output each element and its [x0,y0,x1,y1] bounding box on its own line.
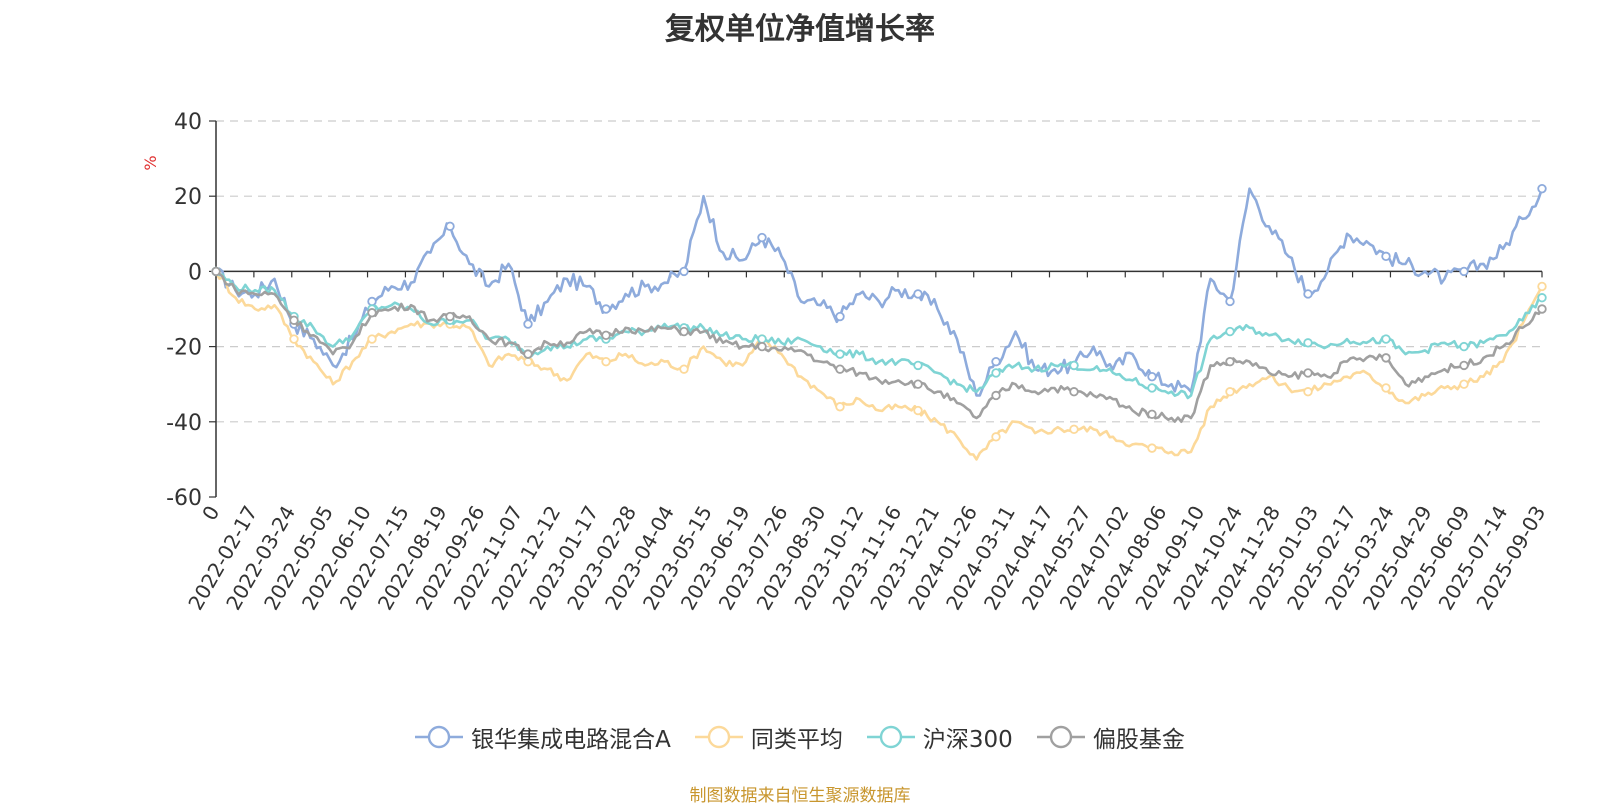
series-4-point [1459,360,1469,371]
series-4-point [1225,356,1235,367]
series-4-point [367,308,377,318]
legend-marker-icon [415,725,464,749]
series-2-point [1303,387,1313,397]
series-2-point [1537,281,1547,292]
series-1-point [367,296,377,307]
series-4-point [601,330,611,341]
series-1-point [601,304,611,314]
series-3-point [991,368,1001,378]
series-4-point [835,364,845,374]
series-line-4 [215,270,1544,423]
series-4-point [289,315,299,325]
series-3-point [1303,338,1313,348]
series-4-point [523,349,533,359]
legend-label: 偏股基金 [1092,727,1185,753]
series-2-point [367,334,377,344]
series-3-point [757,334,767,344]
series-4-point [1147,409,1157,419]
legend-item-3[interactable]: 沪深300 [866,720,1013,754]
series-2-point [913,405,923,416]
series-1-point [1147,371,1157,382]
series-4-point [1069,387,1079,397]
series-3-point [1381,334,1391,344]
series-2-point [1069,424,1079,435]
y-tick-label: -40 [166,411,202,436]
series-2-point [1381,383,1391,393]
series-2-point [1147,443,1157,453]
series-1-point [1381,251,1391,262]
series-4-point [445,311,455,322]
chart-title: 复权单位净值增长率 [665,12,935,47]
series-4-point [1303,368,1313,378]
series-2-point [835,402,845,412]
legend-label: 沪深300 [922,727,1013,753]
y-axis-unit-label: % [141,155,160,170]
series-1-point [523,319,533,329]
chart-plot: 40200-20-40-6002022-02-172022-03-242022-… [141,110,1550,614]
y-tick-label: 20 [174,185,202,210]
grid-layer [216,120,1542,423]
series-4-point [991,390,1001,401]
series-3-point [1459,341,1469,352]
series-line-3 [215,270,1543,400]
legend-item-1[interactable]: 银华集成电路混合A [415,720,671,754]
y-tick-label: -20 [166,336,202,361]
series-2-point [523,356,533,367]
series-4-point [211,266,221,277]
series-4-point [913,379,923,389]
legend-marker-icon [866,725,915,749]
series-3-point [835,349,845,359]
x-tick-label: 0 [197,502,224,525]
series-1-point [679,266,689,277]
series-1-point [913,289,923,299]
legend-label: 同类平均 [750,727,843,753]
series-1-point [1225,296,1235,307]
legend-label: 银华集成电路混合A [471,727,671,753]
series-2-point [289,334,299,344]
series-2-point [991,432,1001,442]
y-tick-label: 0 [188,260,202,285]
series-1-point [445,221,455,231]
legend-item-4[interactable]: 偏股基金 [1036,720,1185,754]
y-tick-label: 40 [174,110,202,135]
series-2-point [1459,379,1469,389]
series-4-point [679,326,689,337]
series-1-point [1537,183,1547,194]
series-3-point [1069,360,1079,371]
series-4-point [1381,353,1391,363]
source-note: 制图数据来自恒生聚源数据库 [689,786,911,806]
series-layer [211,183,1547,461]
series-2-point [1225,387,1235,397]
series-4-point [1537,304,1547,314]
series-2-point [679,364,689,374]
series-line-1 [215,187,1544,397]
legend-item-2[interactable]: 同类平均 [694,720,843,754]
series-1-point [757,232,767,243]
series-4-point [757,341,767,352]
series-3-point [1225,326,1235,337]
legend: 银华集成电路混合A 同类平均 沪深300 偏股基金 [0,720,1600,754]
series-1-point [835,311,845,322]
series-3-point [913,360,923,371]
legend-marker-icon [694,725,743,749]
series-2-point [601,356,611,367]
legend-marker-icon [1036,725,1085,749]
series-1-point [991,356,1001,367]
y-tick-label: -60 [166,486,202,511]
series-3-point [1147,383,1157,393]
series-1-point [1459,266,1469,277]
series-3-point [1537,293,1547,303]
series-1-point [1303,289,1313,299]
